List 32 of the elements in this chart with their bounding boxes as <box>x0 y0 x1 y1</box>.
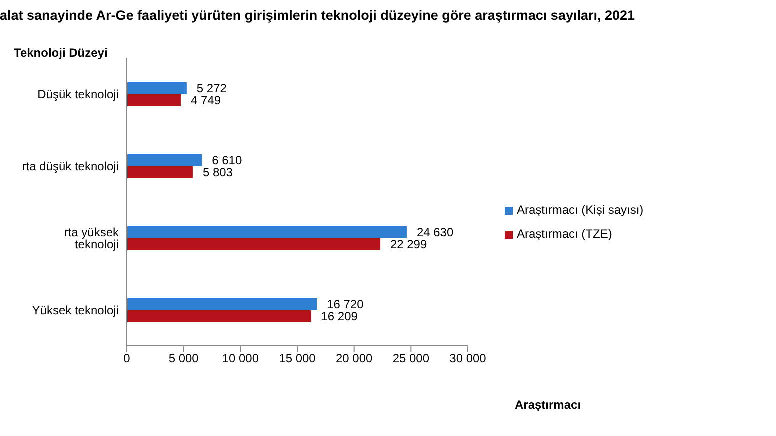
bar <box>127 154 202 166</box>
data-label: 4 749 <box>190 93 222 108</box>
y-tick-label: Düşük teknoloji <box>38 87 119 102</box>
data-label: 16 720 <box>327 297 364 312</box>
x-tick-label: 20 000 <box>336 352 374 366</box>
data-label: 24 630 <box>416 225 454 240</box>
chart-title: alat sanayinde Ar-Ge faaliyeti yürüten girişimlerin teknoloji düzeyine göre araştırmacı sayıları, 2021 <box>0 8 636 23</box>
y-axis-title: Teknoloji Düzeyi <box>14 46 108 60</box>
x-tick-label: 0 <box>124 352 131 366</box>
data-label: 22 299 <box>390 237 428 252</box>
x-tick-label: 30 000 <box>450 352 487 366</box>
y-tick-label: rta yüksek teknoloji <box>64 225 120 252</box>
bar <box>127 82 187 94</box>
bar <box>127 238 380 250</box>
data-label: 5 272 <box>196 81 228 96</box>
x-axis-title: Araştırmacı <box>515 398 582 412</box>
bar <box>127 310 312 322</box>
bar <box>127 298 318 310</box>
x-tick-label: 10 000 <box>222 352 260 366</box>
x-tick-label: 5 000 <box>168 352 200 366</box>
bar <box>127 166 193 178</box>
x-tick-label: 15 000 <box>279 352 316 366</box>
legend-label: Araştırmacı (Kişi sayısı) <box>517 203 644 217</box>
data-label: 5 803 <box>202 165 234 180</box>
bar <box>127 226 407 238</box>
legend-label: Araştırmacı (TZE) <box>517 227 612 241</box>
bar <box>127 94 181 106</box>
y-tick-label: rta düşük teknoloji <box>22 159 119 174</box>
data-label: 6 610 <box>212 153 242 168</box>
y-tick-label: Yüksek teknoloji <box>32 303 119 318</box>
data-label: 16 209 <box>321 309 358 324</box>
x-tick-label: 25 000 <box>392 352 430 366</box>
